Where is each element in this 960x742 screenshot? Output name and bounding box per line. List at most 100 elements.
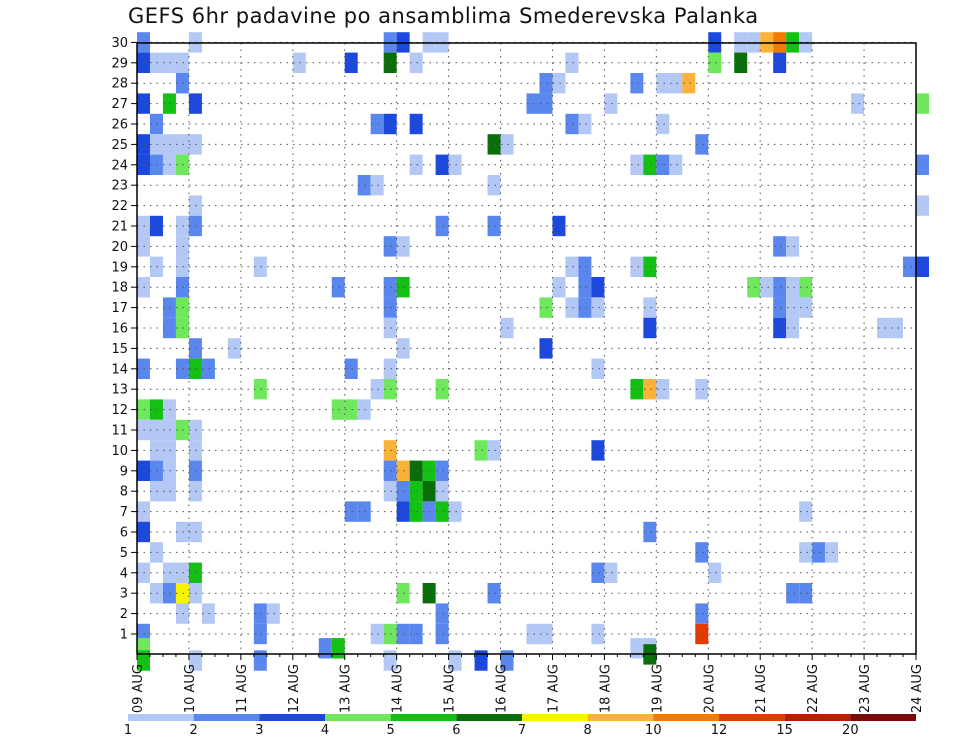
colorbar-label: 7 xyxy=(518,723,526,738)
heatmap-cell xyxy=(422,481,436,502)
heatmap-cell xyxy=(669,154,683,175)
heatmap-cell xyxy=(799,277,813,298)
heatmap-cell xyxy=(630,256,644,277)
heatmap-cell xyxy=(851,93,865,114)
y-tick-label: 10 xyxy=(111,444,128,459)
heatmap-cell xyxy=(188,338,202,359)
heatmap-cell xyxy=(188,195,202,216)
heatmap-cell xyxy=(916,195,929,216)
heatmap-cell xyxy=(565,297,579,318)
heatmap-cell xyxy=(708,562,722,583)
heatmap-cell xyxy=(149,460,163,481)
heatmap-cell xyxy=(773,52,787,73)
heatmap-cell xyxy=(604,562,618,583)
heatmap-cell xyxy=(643,297,657,318)
heatmap-cell xyxy=(175,236,189,257)
heatmap-cell xyxy=(149,542,163,563)
heatmap-cell xyxy=(162,52,176,73)
x-tick-label: 21 AUG xyxy=(754,664,769,713)
heatmap-cell xyxy=(175,256,189,277)
colorbar-label: 3 xyxy=(255,723,263,738)
y-tick-label: 17 xyxy=(111,301,128,316)
heatmap-cell xyxy=(630,154,644,175)
y-tick-label: 18 xyxy=(111,281,128,296)
y-tick-label: 12 xyxy=(111,403,128,418)
heatmap-cell xyxy=(188,358,202,379)
heatmap-cell xyxy=(448,154,462,175)
heatmap-cell xyxy=(578,256,592,277)
heatmap-cell xyxy=(565,52,579,73)
x-tick-label: 12 AUG xyxy=(287,664,302,713)
heatmap-cell xyxy=(409,52,423,73)
heatmap-cell xyxy=(487,440,501,461)
heatmap-cell xyxy=(175,562,189,583)
heatmap-cell xyxy=(435,215,449,237)
heatmap-cell xyxy=(487,134,501,155)
y-tick-label: 7 xyxy=(120,505,128,520)
heatmap-cell xyxy=(565,256,579,277)
heatmap-cell xyxy=(578,113,592,135)
heatmap-cell xyxy=(137,154,150,175)
colorbar-segment xyxy=(456,714,522,721)
heatmap-cell xyxy=(500,317,514,339)
x-tick-label: 10 AUG xyxy=(183,664,198,713)
heatmap-cell xyxy=(734,52,748,73)
colorbar-segment xyxy=(128,714,194,721)
heatmap-cell xyxy=(383,358,397,379)
heatmap-cell xyxy=(591,623,605,645)
y-tick-label: 27 xyxy=(111,97,128,112)
heatmap-cell xyxy=(656,154,670,175)
colorbar-label: 15 xyxy=(776,723,793,738)
heatmap-cell xyxy=(175,358,189,379)
heatmap-cells xyxy=(137,32,929,671)
y-tick-label: 2 xyxy=(120,607,128,622)
heatmap-cell xyxy=(916,93,929,114)
colorbar-label: 4 xyxy=(321,723,329,738)
heatmap-cell xyxy=(227,338,241,359)
y-tick-label: 24 xyxy=(111,158,128,173)
heatmap-cell xyxy=(201,358,215,379)
heatmap-cell xyxy=(812,542,826,563)
heatmap-cell xyxy=(137,358,150,379)
heatmap-cell xyxy=(656,379,670,400)
heatmap-cell xyxy=(175,419,189,441)
heatmap-cell xyxy=(370,623,384,645)
colorbar-label: 6 xyxy=(452,723,460,738)
heatmap-cell xyxy=(357,501,371,522)
heatmap-cell xyxy=(137,650,150,671)
heatmap-cell xyxy=(526,623,540,645)
heatmap-cell xyxy=(539,338,553,359)
x-tick-label: 18 AUG xyxy=(598,664,613,713)
heatmap-cell xyxy=(656,73,670,94)
y-tick-label: 9 xyxy=(120,464,128,479)
colorbar-segment xyxy=(193,714,260,721)
heatmap-cell xyxy=(435,154,449,175)
heatmap-cell xyxy=(149,113,163,135)
heatmap-cell xyxy=(253,623,267,645)
heatmap-cell xyxy=(422,583,436,604)
heatmap-cell xyxy=(175,317,189,339)
heatmap-cell xyxy=(591,297,605,318)
heatmap-cell xyxy=(201,603,215,624)
heatmap-cell xyxy=(409,481,423,502)
heatmap-cell xyxy=(357,399,371,420)
heatmap-cell xyxy=(474,440,488,461)
heatmap-cell xyxy=(695,379,709,400)
heatmap-cell xyxy=(175,215,189,237)
heatmap-cell xyxy=(137,419,150,441)
heatmap-cell xyxy=(383,317,397,339)
heatmap-cell xyxy=(137,93,150,114)
y-tick-label: 16 xyxy=(111,322,128,337)
heatmap-cell xyxy=(630,73,644,94)
heatmap-cell xyxy=(396,338,410,359)
heatmap-cell xyxy=(799,297,813,318)
heatmap-cell xyxy=(500,134,514,155)
heatmap-cell xyxy=(669,73,683,94)
heatmap-cell xyxy=(786,297,800,318)
heatmap-cell xyxy=(448,501,462,522)
heatmap-cell xyxy=(162,297,176,318)
x-tick-label: 13 AUG xyxy=(339,664,354,713)
heatmap-cell xyxy=(409,623,423,645)
heatmap-cell xyxy=(448,650,462,671)
